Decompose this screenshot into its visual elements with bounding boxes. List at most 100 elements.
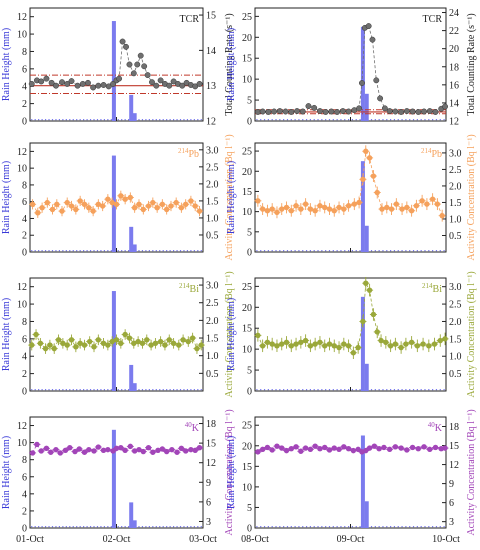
rain-bar-p22-0	[360, 161, 365, 252]
data-point-p31-28	[152, 340, 159, 347]
left-tick-label-p32-1: 5	[247, 366, 252, 377]
rain-dot-p22	[313, 250, 315, 252]
data-point-p32-27	[378, 337, 384, 344]
data-point-p41-14	[95, 444, 102, 450]
data-point-p32-26	[374, 329, 380, 335]
data-point-p21-23	[136, 201, 142, 208]
rain-dot-p42	[325, 526, 327, 528]
left-tick-label-p41-6: 12	[17, 421, 27, 432]
right-y-label-p32: Activity Concentration (Bq l⁻¹)	[466, 271, 477, 397]
rain-dot-p41	[69, 526, 71, 528]
rain-dot-p31	[179, 389, 182, 391]
right-tick-label-p22-1: 1.0	[449, 214, 462, 225]
rain-dot-p41	[124, 526, 126, 528]
data-point-p21-3	[44, 199, 50, 206]
rain-dot-p31	[89, 389, 92, 391]
right-tick-label-p31-4: 2.5	[206, 298, 219, 309]
rain-dot-p32	[286, 389, 289, 391]
rain-dot-p31	[183, 389, 185, 391]
rain-dot-p31	[41, 389, 43, 391]
rain-dot-p12	[328, 119, 331, 121]
rain-dot-p41	[128, 526, 130, 528]
rain-dot-p22	[275, 250, 277, 252]
data-point-p41-16	[105, 446, 111, 453]
left-tick-label-p21-3: 6	[22, 197, 27, 208]
data-point-p41-13	[91, 448, 97, 454]
right-tick-label-p21-1: 1.0	[206, 213, 219, 224]
left-tick-label-p22-0: 0	[247, 248, 252, 259]
left-tick-label-p22-5: 25	[242, 147, 252, 158]
left-tick-label-p12-2: 10	[242, 75, 252, 86]
data-point-p22-0	[255, 198, 261, 204]
data-point-p42-3	[269, 447, 275, 453]
rain-dot-p42	[340, 526, 342, 528]
data-point-p21-16	[105, 196, 111, 202]
rain-dot-p21	[138, 250, 140, 252]
rain-dot-p41	[169, 526, 171, 528]
rain-dot-p42	[302, 526, 304, 528]
data-point-p32-6	[283, 339, 290, 346]
rain-dot-p22	[386, 250, 388, 252]
rain-dot-p32	[351, 389, 354, 391]
rain-dot-p11	[169, 119, 171, 121]
rain-dot-p12	[256, 119, 258, 121]
data-point-p22-20	[351, 201, 358, 207]
rain-dot-p22	[332, 250, 334, 252]
rain-dot-p41	[166, 526, 168, 528]
right-tick-label-p12-1: 14	[449, 98, 459, 109]
data-point-p21-29	[163, 206, 170, 213]
rain-dot-p41	[86, 526, 88, 528]
rain-dot-p11	[55, 119, 57, 121]
rain-dot-p32	[374, 389, 376, 391]
data-point-p42-13	[317, 446, 323, 452]
rain-dot-p12	[305, 119, 308, 121]
rain-dot-p22	[321, 250, 323, 252]
data-point-p32-31	[398, 344, 404, 351]
rain-dot-p41	[31, 526, 33, 528]
data-point-p31-36	[189, 335, 196, 341]
rain-dot-p11	[93, 119, 95, 121]
data-point-p42-0	[255, 449, 261, 455]
x-tick-label-right-2: 10-Oct	[432, 534, 460, 545]
data-point-p32-12	[312, 341, 318, 347]
rain-dot-p22	[374, 250, 376, 252]
rain-dot-p41	[51, 526, 54, 528]
data-point-p32-22	[360, 318, 366, 325]
rain-dot-p21	[172, 250, 175, 252]
rain-dot-p11	[83, 119, 85, 121]
rain-bar-p11-2	[132, 113, 137, 121]
rain-dot-p21	[124, 250, 126, 252]
right-y-label-p42: Activity Concentration (Bq l⁻¹)	[466, 409, 477, 535]
rain-dot-p21	[141, 250, 144, 252]
rain-dot-p11	[44, 119, 47, 121]
data-point-p41-27	[155, 447, 161, 453]
data-point-p32-30	[392, 341, 399, 347]
right-tick-label-p21-5: 3.0	[206, 145, 219, 156]
data-point-p41-18	[113, 445, 120, 452]
rain-dot-p22	[283, 250, 285, 252]
data-point-p22-12	[312, 208, 318, 214]
data-point-p32-15	[326, 341, 333, 347]
data-point-p41-29	[163, 448, 170, 455]
rain-dot-p41	[72, 526, 74, 528]
data-point-p12-31	[415, 109, 422, 115]
data-point-p21-4	[49, 206, 56, 213]
rain-dot-p42	[256, 526, 258, 528]
plot-frame-p42	[254, 416, 447, 529]
data-point-p12-23	[373, 77, 380, 84]
left-y-label-p42: Rain Height (mm)	[226, 436, 237, 509]
rain-dot-p21	[44, 250, 47, 252]
rain-dot-p22	[302, 250, 304, 252]
rain-dot-p42	[401, 526, 403, 528]
data-point-p22-14	[322, 204, 328, 211]
rain-dot-p41	[100, 526, 102, 528]
rain-dot-p41	[121, 526, 123, 528]
data-point-p32-18	[341, 341, 347, 347]
rain-dot-p21	[89, 250, 92, 252]
data-point-p42-14	[322, 444, 328, 451]
data-point-p11-23	[134, 61, 141, 68]
right-tick-label-p12-5: 22	[449, 26, 459, 37]
data-point-p21-22	[131, 205, 138, 211]
data-point-p42-35	[427, 446, 433, 453]
left-tick-label-p31-4: 8	[22, 317, 27, 328]
